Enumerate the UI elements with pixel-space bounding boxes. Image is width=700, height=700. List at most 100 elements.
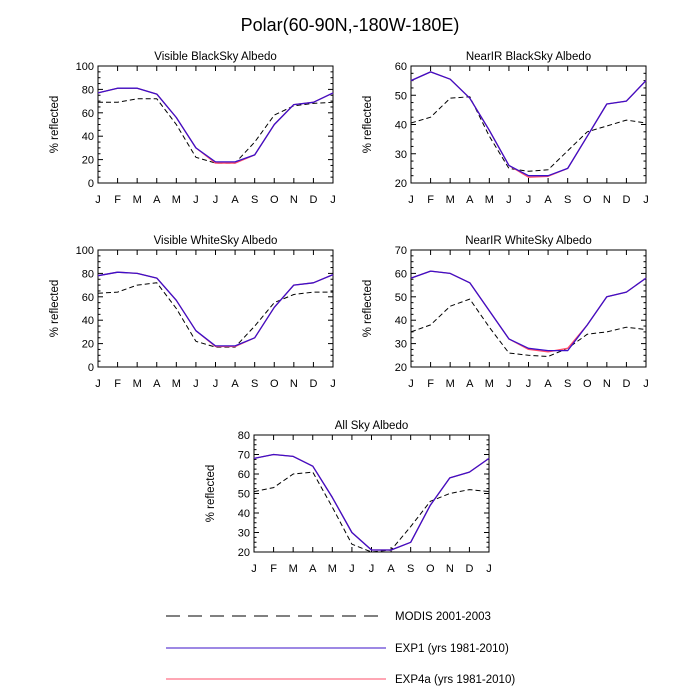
x-tick-label: M	[133, 378, 142, 390]
legend-entry-3: EXP4a (yrs 1981-2010)	[166, 674, 515, 686]
y-tick-label: 50	[395, 292, 407, 304]
x-tick-label: M	[172, 378, 181, 390]
x-tick-label: J	[506, 194, 512, 206]
x-tick-label: O	[270, 194, 279, 206]
x-tick-label: J	[193, 194, 199, 206]
y-tick-label: 20	[82, 155, 94, 167]
y-tick-label: 0	[88, 178, 94, 190]
chart-panel-5: All Sky Albedo % reflected 20 30 40 50 60 70 80 J…	[205, 420, 492, 575]
x-tick-label: A	[231, 194, 239, 206]
x-tick-label: J	[213, 194, 219, 206]
series-line-modis	[253, 471, 490, 553]
x-tick-label: F	[427, 378, 434, 390]
series-line-exp4a	[410, 270, 647, 353]
y-tick-label: 20	[82, 339, 94, 351]
x-tick-label: J	[526, 378, 532, 390]
x-tick-label: J	[526, 194, 532, 206]
x-tick-label: J	[95, 194, 101, 206]
y-tick-label: 40	[82, 131, 94, 143]
x-tick-label: N	[603, 194, 611, 206]
series-line-exp4a	[97, 271, 334, 348]
legend-entry-1: MODIS 2001-2003	[166, 611, 491, 623]
y-tick-label: 30	[395, 149, 407, 161]
x-tick-label: O	[583, 378, 592, 390]
series-line-exp1	[97, 87, 334, 163]
x-tick-label: F	[114, 378, 121, 390]
x-tick-label: S	[564, 378, 571, 390]
panel-title: NearIR WhiteSky Albedo	[465, 235, 592, 247]
y-tick-label: 70	[238, 450, 250, 462]
legend-label: MODIS 2001-2003	[395, 611, 491, 623]
y-tick-label: 0	[88, 362, 94, 374]
y-tick-label: 40	[238, 508, 250, 520]
y-tick-label: 40	[395, 315, 407, 327]
y-tick-label: 20	[395, 178, 407, 190]
x-tick-label: D	[309, 194, 317, 206]
y-tick-label: 80	[82, 268, 94, 280]
y-axis-label: % reflected	[49, 280, 61, 338]
y-tick-label: 40	[395, 120, 407, 132]
y-tick-label: 60	[82, 108, 94, 120]
chart-panel-1: Visible BlackSky Albedo % reflected 0 20 40 6…	[49, 51, 336, 206]
x-tick-label: J	[330, 194, 336, 206]
chart-panel-2: NearIR BlackSky Albedo % reflected 20 30 40 5…	[362, 51, 649, 206]
plot-frame	[97, 65, 334, 184]
x-tick-label: A	[544, 194, 552, 206]
x-tick-label: F	[270, 563, 277, 575]
x-tick-label: M	[485, 194, 494, 206]
y-tick-label: 40	[82, 315, 94, 327]
x-tick-label: O	[270, 378, 279, 390]
series-line-modis	[410, 96, 647, 172]
panel-title: All Sky Albedo	[335, 420, 409, 432]
series-line-exp1	[410, 71, 647, 177]
x-tick-label: N	[290, 194, 298, 206]
y-tick-label: 100	[76, 61, 94, 73]
figure-title: Polar(60-90N,-180W-180E)	[241, 15, 460, 35]
y-axis-label: % reflected	[205, 465, 217, 523]
series-line-exp1	[253, 453, 490, 551]
series-line-exp4a	[253, 453, 490, 551]
x-tick-label: M	[289, 563, 298, 575]
x-tick-label: A	[153, 194, 161, 206]
x-tick-label: S	[251, 378, 258, 390]
panels: Visible BlackSky Albedo % reflected 0 20 40 6…	[49, 51, 649, 575]
panel-title: Visible WhiteSky Albedo	[154, 235, 278, 247]
x-tick-label: J	[349, 563, 355, 575]
plot-frame	[97, 249, 334, 368]
legend-label: EXP4a (yrs 1981-2010)	[395, 674, 515, 686]
y-tick-label: 60	[395, 61, 407, 73]
x-tick-label: M	[485, 378, 494, 390]
x-tick-label: M	[133, 194, 142, 206]
series-line-exp1	[410, 270, 647, 352]
x-tick-label: O	[583, 194, 592, 206]
x-tick-label: A	[544, 378, 552, 390]
y-tick-label: 100	[76, 245, 94, 257]
x-tick-label: F	[427, 194, 434, 206]
x-tick-label: S	[251, 194, 258, 206]
y-tick-label: 80	[82, 84, 94, 96]
y-axis-label: % reflected	[362, 96, 374, 154]
y-tick-label: 80	[238, 430, 250, 442]
series-line-modis	[98, 98, 334, 164]
x-tick-label: J	[369, 563, 375, 575]
y-tick-label: 30	[395, 339, 407, 351]
x-tick-label: D	[465, 563, 473, 575]
x-tick-label: N	[446, 563, 454, 575]
x-tick-label: J	[251, 563, 257, 575]
x-tick-label: N	[290, 378, 298, 390]
x-tick-label: A	[466, 194, 474, 206]
y-tick-label: 50	[395, 90, 407, 102]
series-line-exp1	[97, 271, 334, 347]
y-tick-label: 70	[395, 245, 407, 257]
x-tick-label: J	[408, 378, 414, 390]
x-tick-label: A	[231, 378, 239, 390]
y-tick-label: 60	[395, 268, 407, 280]
x-tick-label: J	[213, 378, 219, 390]
x-tick-label: A	[309, 563, 317, 575]
y-tick-label: 60	[238, 469, 250, 481]
x-tick-label: M	[172, 194, 181, 206]
legend: MODIS 2001-2003 EXP1 (yrs 1981-2010) EXP4a…	[166, 611, 515, 686]
x-tick-label: D	[309, 378, 317, 390]
x-tick-label: J	[643, 194, 649, 206]
